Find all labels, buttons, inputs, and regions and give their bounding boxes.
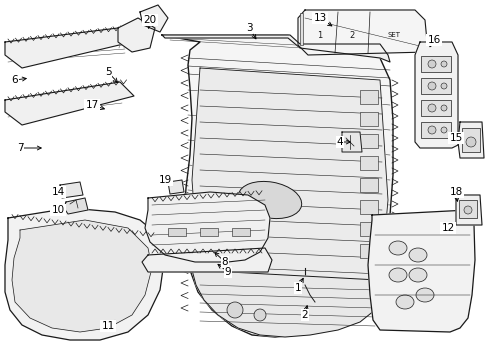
Text: 4: 4 — [337, 137, 343, 147]
Ellipse shape — [389, 241, 407, 255]
Bar — [421, 78, 451, 94]
Polygon shape — [456, 195, 482, 225]
Bar — [360, 244, 378, 258]
Bar — [360, 90, 378, 104]
Ellipse shape — [389, 268, 407, 282]
Polygon shape — [458, 122, 484, 158]
Polygon shape — [192, 68, 388, 290]
Text: 17: 17 — [85, 100, 98, 110]
Polygon shape — [64, 198, 88, 214]
Text: 5: 5 — [105, 67, 111, 77]
Bar — [360, 134, 378, 148]
Circle shape — [428, 82, 436, 90]
Text: 3: 3 — [245, 23, 252, 33]
Bar — [360, 200, 378, 214]
Text: 20: 20 — [144, 15, 157, 25]
Bar — [360, 156, 378, 170]
Polygon shape — [145, 192, 270, 262]
Polygon shape — [368, 210, 475, 332]
Circle shape — [441, 105, 447, 111]
Text: 8: 8 — [221, 257, 228, 267]
Circle shape — [464, 206, 472, 214]
Text: SET: SET — [388, 32, 400, 38]
Polygon shape — [168, 180, 184, 194]
Text: 10: 10 — [51, 205, 65, 215]
Ellipse shape — [409, 248, 427, 262]
Polygon shape — [140, 5, 168, 32]
Bar — [421, 122, 451, 138]
Circle shape — [428, 60, 436, 68]
Circle shape — [428, 104, 436, 112]
Circle shape — [441, 83, 447, 89]
Circle shape — [441, 61, 447, 67]
Text: 2: 2 — [349, 31, 355, 40]
Text: 16: 16 — [427, 35, 441, 45]
Polygon shape — [192, 270, 380, 337]
Bar — [300, 13, 303, 45]
Bar — [360, 112, 378, 126]
Bar — [360, 178, 378, 192]
Bar — [232, 228, 250, 236]
Ellipse shape — [396, 295, 414, 309]
Bar — [168, 228, 186, 236]
Circle shape — [428, 126, 436, 134]
Text: 18: 18 — [449, 187, 463, 197]
Text: 1: 1 — [318, 31, 322, 40]
Polygon shape — [5, 208, 165, 340]
Text: 13: 13 — [314, 13, 327, 23]
Circle shape — [254, 309, 266, 321]
Bar — [421, 100, 451, 116]
Circle shape — [466, 137, 476, 147]
Text: 14: 14 — [51, 187, 65, 197]
Text: 11: 11 — [101, 321, 115, 331]
Polygon shape — [342, 132, 362, 152]
Ellipse shape — [409, 268, 427, 282]
Polygon shape — [12, 220, 152, 332]
Polygon shape — [298, 10, 428, 55]
Ellipse shape — [416, 288, 434, 302]
Text: 1: 1 — [294, 283, 301, 293]
Polygon shape — [162, 35, 390, 62]
Polygon shape — [60, 182, 83, 198]
Polygon shape — [118, 18, 155, 52]
Bar — [421, 56, 451, 72]
Text: 19: 19 — [158, 175, 172, 185]
Bar — [459, 200, 477, 218]
Ellipse shape — [238, 181, 302, 219]
Bar — [200, 228, 218, 236]
Circle shape — [441, 127, 447, 133]
Text: 6: 6 — [12, 75, 18, 85]
Text: 7: 7 — [17, 143, 24, 153]
Bar — [462, 128, 480, 152]
Circle shape — [227, 302, 243, 318]
Text: 12: 12 — [441, 223, 455, 233]
Bar — [360, 222, 378, 236]
Polygon shape — [5, 82, 134, 125]
Text: 9: 9 — [225, 267, 231, 277]
Polygon shape — [415, 42, 458, 148]
Text: 15: 15 — [449, 133, 463, 143]
Polygon shape — [142, 248, 272, 272]
Polygon shape — [5, 28, 132, 68]
Text: 2: 2 — [302, 310, 308, 320]
Polygon shape — [162, 35, 393, 337]
